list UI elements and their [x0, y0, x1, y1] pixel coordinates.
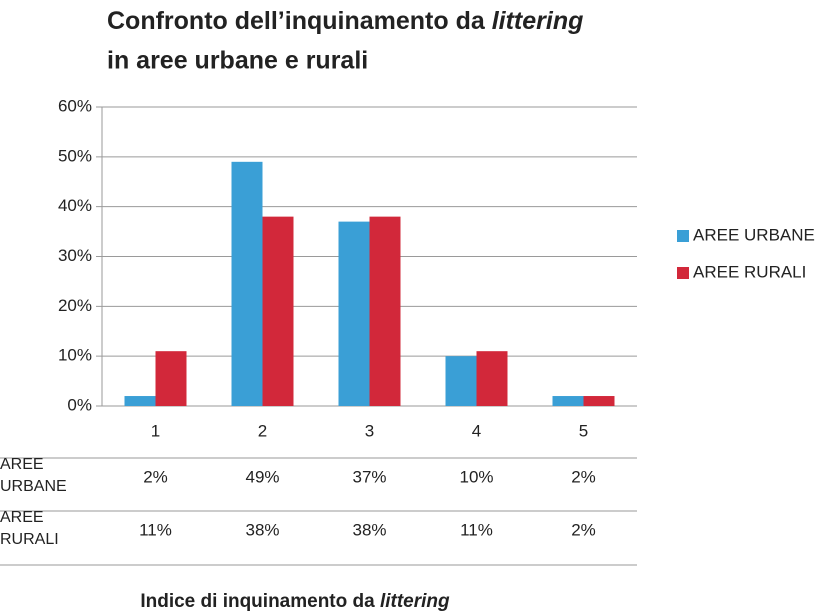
y-tick-label: 30%: [58, 246, 92, 265]
bar: [155, 351, 187, 406]
table-cell: 11%: [139, 520, 172, 539]
y-tick-label: 10%: [58, 346, 92, 365]
x-tick-label: 1: [151, 421, 160, 440]
x-label-part: littering: [380, 591, 450, 612]
bar: [262, 216, 294, 406]
legend-label: AREE RURALI: [693, 262, 806, 281]
legend-swatch: [677, 267, 689, 279]
row-header-text: AREE URBANE: [0, 456, 67, 495]
row-header-text: AREE RURALI: [0, 509, 59, 548]
table-row-header: AREE URBANE: [0, 456, 67, 495]
title-part: littering: [492, 7, 584, 35]
x-tick-label: 5: [579, 421, 588, 440]
table-row-header: AREE RURALI: [0, 509, 59, 548]
legend-swatch: [677, 230, 689, 242]
y-tick-label: 50%: [58, 146, 92, 165]
table-cell: 37%: [352, 467, 386, 486]
bar: [552, 396, 584, 406]
bar: [124, 396, 156, 406]
table-cell: 11%: [460, 520, 493, 539]
x-axis-label: Indice di inquinamento da littering: [140, 591, 450, 612]
table-cell: 38%: [245, 520, 279, 539]
table-cell: 10%: [459, 467, 493, 486]
table-cell: 49%: [245, 467, 279, 486]
table-cell: 2%: [571, 520, 596, 539]
chart-title: Confronto dell’inquinamento da littering: [107, 7, 583, 35]
x-tick-label: 3: [365, 421, 374, 440]
chart-title: in aree urbane e rurali: [107, 47, 368, 75]
bar: [445, 356, 477, 406]
x-tick-label: 2: [258, 421, 267, 440]
bar: [476, 351, 508, 406]
x-tick-label: 4: [472, 421, 481, 440]
table-cell: 38%: [352, 520, 386, 539]
x-label-part: Indice di inquinamento da: [140, 591, 380, 612]
y-tick-label: 0%: [67, 395, 92, 414]
table-cell: 2%: [571, 467, 596, 486]
bar: [231, 161, 263, 406]
table-cell: 2%: [143, 467, 168, 486]
y-tick-label: 40%: [58, 196, 92, 215]
y-tick-label: 20%: [58, 296, 92, 315]
bar: [369, 216, 401, 406]
legend-label: AREE URBANE: [693, 225, 815, 244]
bar: [583, 396, 615, 406]
title-part: Confronto dell’inquinamento da: [107, 7, 492, 35]
y-tick-label: 60%: [58, 96, 92, 115]
bar: [338, 221, 370, 406]
